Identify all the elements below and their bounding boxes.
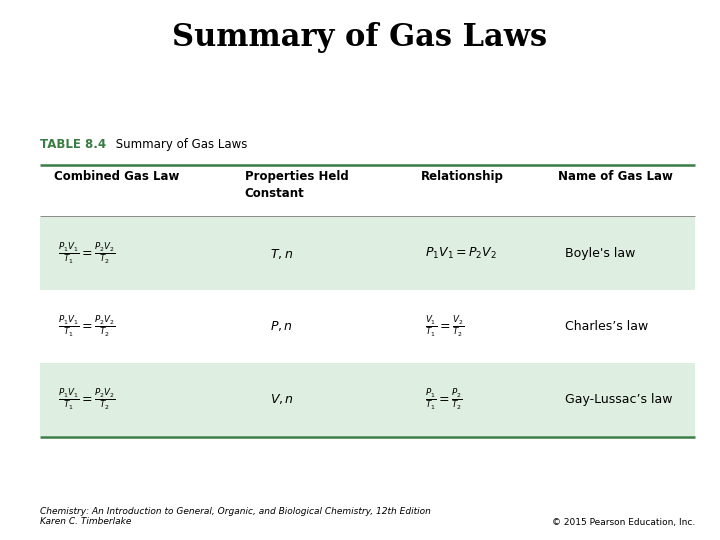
Text: Chemistry: An Introduction to General, Organic, and Biological Chemistry, 12th E: Chemistry: An Introduction to General, O… xyxy=(40,507,431,526)
Text: $\frac{P_1}{T_1} = \frac{P_2}{T_2}$: $\frac{P_1}{T_1} = \frac{P_2}{T_2}$ xyxy=(425,387,463,412)
Text: $\frac{P_1V_1}{T_1} = \frac{P_2V_2}{T_2}$: $\frac{P_1V_1}{T_1} = \frac{P_2V_2}{T_2}… xyxy=(58,241,116,266)
Text: © 2015 Pearson Education, Inc.: © 2015 Pearson Education, Inc. xyxy=(552,517,695,526)
Text: Combined Gas Law: Combined Gas Law xyxy=(54,170,179,183)
Text: TABLE 8.4: TABLE 8.4 xyxy=(40,138,106,151)
Text: $V, n$: $V, n$ xyxy=(270,393,294,406)
Text: Properties Held
Constant: Properties Held Constant xyxy=(245,170,348,200)
Text: Boyle's law: Boyle's law xyxy=(565,247,636,260)
Text: $\frac{P_1V_1}{T_1} = \frac{P_2V_2}{T_2}$: $\frac{P_1V_1}{T_1} = \frac{P_2V_2}{T_2}… xyxy=(58,314,116,339)
Text: Gay-Lussac’s law: Gay-Lussac’s law xyxy=(565,393,672,406)
Text: Name of Gas Law: Name of Gas Law xyxy=(558,170,673,183)
Bar xyxy=(40,217,695,290)
Text: $\frac{P_1V_1}{T_1} = \frac{P_2V_2}{T_2}$: $\frac{P_1V_1}{T_1} = \frac{P_2V_2}{T_2}… xyxy=(58,387,116,412)
Text: $T, n$: $T, n$ xyxy=(270,247,293,260)
Text: Relationship: Relationship xyxy=(421,170,504,183)
Text: Summary of Gas Laws: Summary of Gas Laws xyxy=(112,138,247,151)
Text: Charles’s law: Charles’s law xyxy=(565,320,649,333)
Text: $\frac{V_1}{T_1} = \frac{V_2}{T_2}$: $\frac{V_1}{T_1} = \frac{V_2}{T_2}$ xyxy=(425,314,464,339)
Text: Summary of Gas Laws: Summary of Gas Laws xyxy=(172,22,548,52)
Bar xyxy=(40,363,695,436)
Text: $P, n$: $P, n$ xyxy=(270,320,293,333)
Text: $P_1V_1 = P_2V_2$: $P_1V_1 = P_2V_2$ xyxy=(425,246,497,261)
